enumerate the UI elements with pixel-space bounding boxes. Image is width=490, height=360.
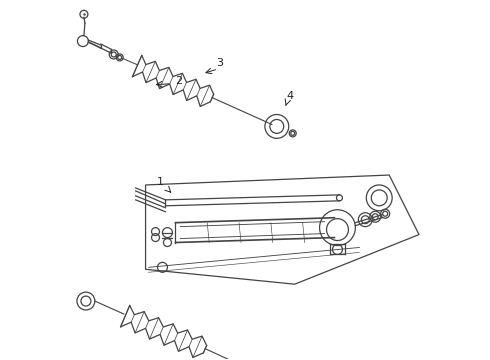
- Text: 3: 3: [217, 58, 223, 68]
- Text: 2: 2: [175, 76, 182, 86]
- Text: 1: 1: [157, 177, 164, 187]
- Text: 4: 4: [286, 91, 294, 101]
